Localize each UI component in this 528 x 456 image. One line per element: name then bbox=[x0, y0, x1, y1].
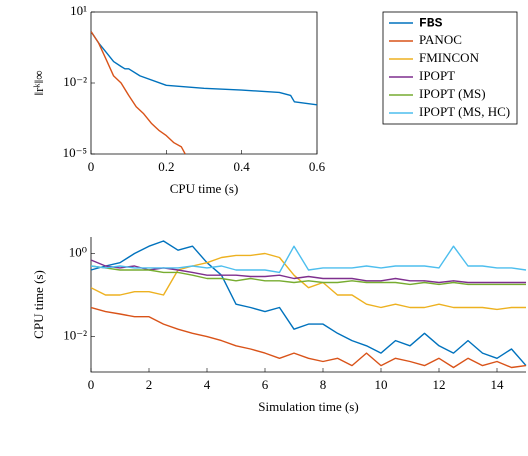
series-line bbox=[91, 245, 527, 274]
y-tick-label: 10⁻² bbox=[63, 74, 87, 89]
legend-label: IPOPT (MS) bbox=[419, 86, 486, 101]
legend-label: PANOC bbox=[419, 32, 462, 47]
y-axis-label: CPU time (s) bbox=[31, 270, 46, 339]
series-line bbox=[91, 240, 527, 367]
legend-box bbox=[382, 11, 518, 125]
y-tick-label: 10⁻² bbox=[63, 328, 87, 343]
axis-frame bbox=[90, 11, 318, 155]
legend-label: IPOPT (MS, HC) bbox=[419, 104, 510, 119]
legend-label: FMINCON bbox=[419, 50, 480, 65]
x-tick-label: 0.6 bbox=[309, 159, 326, 174]
x-tick-label: 0.2 bbox=[158, 159, 174, 174]
series-line bbox=[91, 306, 527, 369]
x-tick-label: 12 bbox=[433, 377, 446, 392]
x-tick-label: 0 bbox=[88, 159, 95, 174]
plot-area bbox=[91, 31, 317, 154]
x-tick-label: 8 bbox=[320, 377, 327, 392]
legend-label: FBS bbox=[419, 15, 443, 30]
series-line bbox=[91, 31, 186, 154]
x-axis-label: Simulation time (s) bbox=[258, 399, 358, 414]
x-axis-label: CPU time (s) bbox=[170, 181, 239, 196]
y-tick-label: 10⁻⁵ bbox=[63, 145, 87, 160]
y-tick-label: 10¹ bbox=[70, 3, 87, 18]
legend-label: IPOPT bbox=[419, 68, 455, 83]
x-tick-label: 6 bbox=[262, 377, 269, 392]
x-tick-label: 0.4 bbox=[234, 159, 251, 174]
x-tick-label: 2 bbox=[146, 377, 153, 392]
plot-area bbox=[91, 240, 527, 369]
series-line bbox=[91, 31, 317, 106]
series-line bbox=[91, 265, 526, 286]
series-line bbox=[91, 252, 526, 311]
x-tick-label: 4 bbox=[204, 377, 211, 392]
x-tick-label: 10 bbox=[375, 377, 388, 392]
x-tick-label: 14 bbox=[491, 377, 505, 392]
y-axis-label: ‖rᵏ‖∞ bbox=[31, 71, 46, 96]
y-tick-label: 10⁰ bbox=[69, 245, 87, 260]
x-tick-label: 0 bbox=[88, 377, 95, 392]
